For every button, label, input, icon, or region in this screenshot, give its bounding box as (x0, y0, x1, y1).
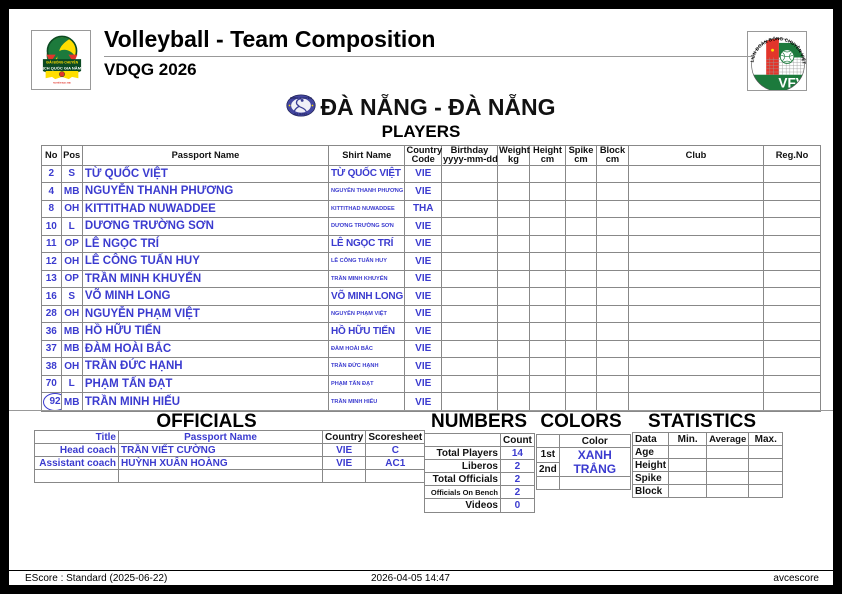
svg-text:VÔ ĐỊCH QUỐC GIA NĂM 2026: VÔ ĐỊCH QUỐC GIA NĂM 2026 (33, 66, 91, 71)
svg-text:GIẢI BÓNG CHUYỀN: GIẢI BÓNG CHUYỀN (46, 60, 79, 65)
svg-text:NGHIÊM BẮC MAI: NGHIÊM BẮC MAI (53, 82, 71, 85)
svg-text:ĐÀ NẴNG: ĐÀ NẴNG (295, 113, 308, 116)
